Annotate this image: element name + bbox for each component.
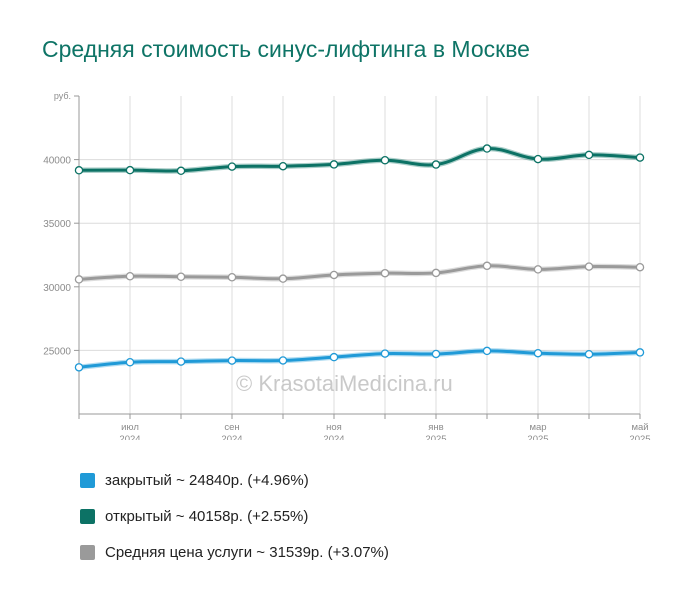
legend-label-open: открытый ~ 40158р. (+2.55%) — [105, 507, 309, 525]
tick-labels: 25000300003500040000руб.июл2024сен2024но… — [43, 91, 650, 440]
watermark: © KrasotaiMedicina.ru — [236, 371, 453, 396]
data-point-open — [431, 160, 441, 169]
data-point-closed — [176, 357, 186, 366]
data-point-average — [533, 265, 543, 274]
data-point-average — [125, 271, 135, 281]
data-point-open — [176, 166, 186, 176]
x-tick-label-month: ноя — [326, 422, 342, 433]
page-title: Средняя стоимость синус-лифтинга в Москв… — [42, 36, 530, 62]
y-tick-label: 30000 — [43, 283, 71, 294]
data-point-open — [533, 154, 543, 164]
data-point-closed — [278, 356, 288, 365]
data-point-closed — [74, 363, 84, 372]
x-tick-label-month: июл — [121, 422, 139, 433]
data-point-average — [635, 262, 645, 272]
data-point-closed — [584, 349, 594, 359]
data-point-open — [74, 166, 84, 175]
x-tick-label-month: янв — [428, 422, 443, 433]
data-point-open — [482, 144, 492, 153]
series-lines — [76, 145, 643, 371]
x-tick-label-year: 2025 — [527, 434, 548, 440]
data-point-closed — [635, 348, 645, 357]
data-point-open — [380, 155, 390, 165]
legend-swatch-open — [80, 508, 95, 524]
line-chart: 25000300003500040000руб.июл2024сен2024но… — [43, 91, 650, 440]
legend-label-average: Средняя цена услуги ~ 31539р. (+3.07%) — [105, 543, 389, 561]
data-point-closed — [533, 348, 543, 358]
data-point-closed — [329, 352, 339, 362]
data-point-average — [584, 262, 594, 271]
x-tick-label-year: 2025 — [425, 434, 446, 440]
data-point-closed — [227, 356, 237, 365]
y-tick-label: 35000 — [43, 219, 71, 230]
grid — [79, 96, 641, 414]
data-point-average — [278, 274, 288, 283]
y-tick-label: 40000 — [43, 156, 71, 167]
x-tick-label-month: мар — [529, 422, 546, 433]
legend-swatch-closed — [80, 472, 95, 488]
legend: закрытый ~ 24840р. (+4.96%) открытый ~ 4… — [80, 462, 389, 570]
data-point-open — [227, 162, 237, 171]
data-point-open — [635, 153, 645, 162]
x-tick-label-year: 2024 — [119, 434, 140, 440]
y-tick-label: 25000 — [43, 346, 71, 357]
data-points — [74, 144, 645, 372]
data-point-average — [482, 261, 492, 271]
y-axis-unit-label: руб. — [54, 91, 71, 101]
series-line-average — [77, 264, 642, 281]
data-point-closed — [125, 357, 135, 367]
legend-item-average[interactable]: Средняя цена услуги ~ 31539р. (+3.07%) — [80, 534, 389, 570]
data-point-open — [329, 160, 339, 169]
data-point-open — [584, 150, 594, 160]
data-point-closed — [380, 349, 390, 358]
data-point-average — [176, 272, 186, 282]
legend-swatch-average — [80, 544, 95, 560]
series-line-closed — [77, 349, 642, 369]
data-point-open — [278, 161, 288, 171]
x-tick-label-year: 2025 — [629, 434, 650, 440]
data-point-average — [227, 273, 237, 282]
data-point-average — [431, 268, 441, 278]
data-point-average — [74, 275, 84, 284]
data-point-closed — [482, 346, 492, 356]
x-tick-label-month: сен — [224, 422, 239, 433]
legend-item-closed[interactable]: закрытый ~ 24840р. (+4.96%) — [80, 462, 389, 498]
x-tick-label-year: 2024 — [221, 434, 242, 440]
data-point-open — [125, 165, 135, 175]
data-point-closed — [431, 349, 441, 359]
axes — [74, 95, 641, 419]
data-point-average — [329, 270, 339, 280]
x-tick-label-year: 2024 — [323, 434, 344, 440]
series-line-open — [77, 147, 642, 173]
x-tick-label-month: май — [631, 422, 648, 433]
legend-label-closed: закрытый ~ 24840р. (+4.96%) — [105, 471, 309, 489]
legend-item-open[interactable]: открытый ~ 40158р. (+2.55%) — [80, 498, 389, 534]
data-point-average — [380, 268, 390, 278]
